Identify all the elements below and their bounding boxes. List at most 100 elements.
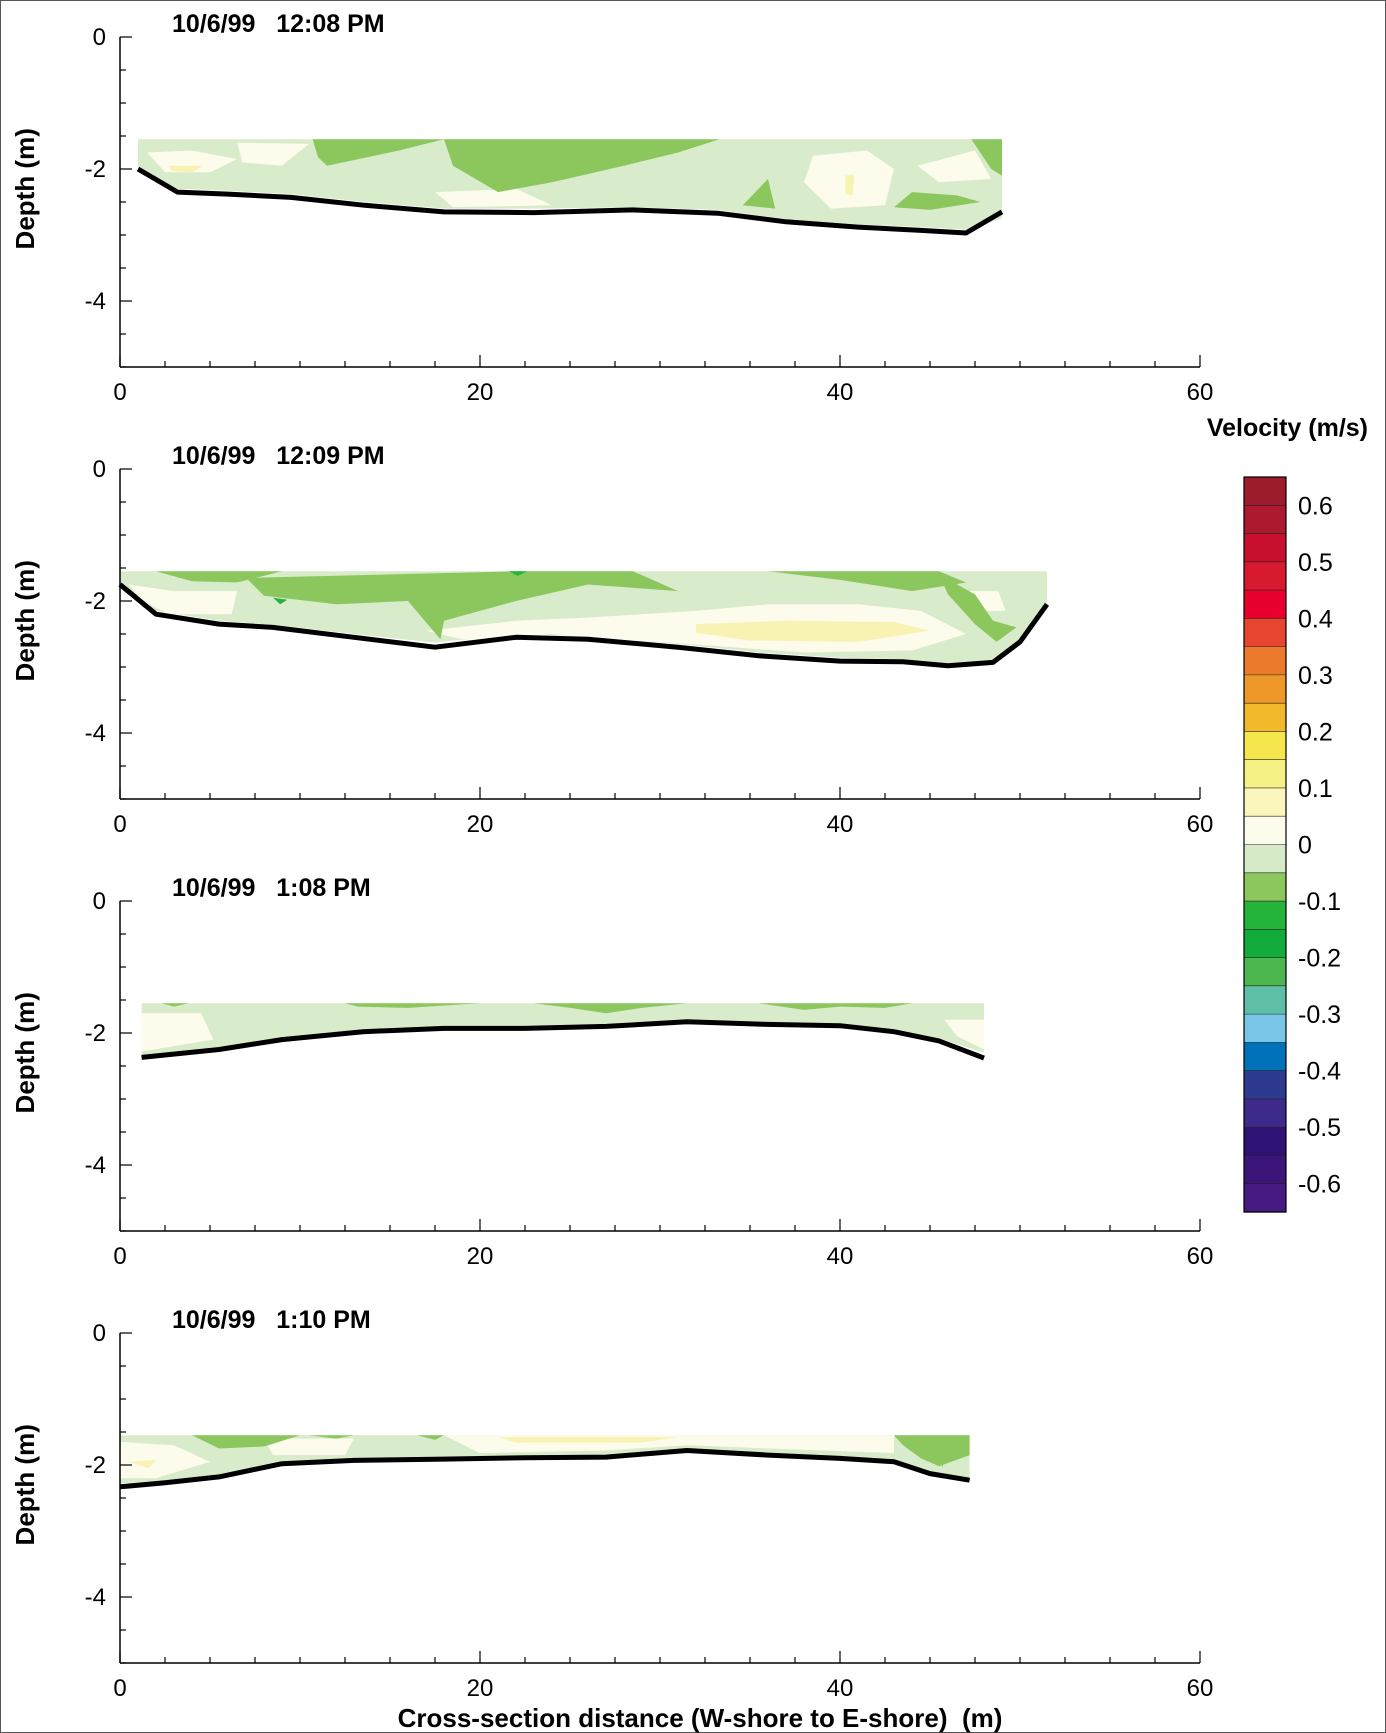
contour-patch (417, 1435, 444, 1440)
contour-patch (894, 1435, 970, 1467)
legend-color-band (1244, 1127, 1286, 1157)
contour-patch (939, 574, 1017, 642)
legend-label: -0.6 (1298, 1171, 1341, 1199)
contour-patch (141, 1003, 985, 1055)
contour-patch (498, 1437, 678, 1443)
panel-2: 0 20 40 60 0 -2 -4 10/6/99 12:09 PM Depth (m) (10, 442, 1213, 838)
legend-color-band (1244, 957, 1286, 987)
x-axis-title: Cross-section distance (W-shore to E-sho… (398, 1703, 1003, 1733)
contour-patch (120, 1441, 210, 1479)
x-tick-label: 40 (827, 811, 854, 838)
contour-patch (309, 1435, 354, 1439)
contour-patch (937, 1438, 947, 1469)
x-tick-label: 60 (1187, 379, 1214, 406)
contour-patch (129, 1459, 156, 1469)
y-tick-label: 0 (93, 456, 106, 483)
contour-patch (192, 1435, 300, 1449)
legend-color-band (1244, 561, 1286, 591)
contour-patch (156, 571, 282, 583)
x-tick-label: 20 (467, 379, 494, 406)
x-tick-label: 20 (467, 811, 494, 838)
y-tick-label: 0 (93, 1320, 106, 1347)
x-tick-label: 0 (113, 379, 126, 406)
contour-patch (696, 620, 930, 642)
contour-patch (759, 1003, 912, 1010)
legend-color-band (1244, 759, 1286, 789)
contour-fill (138, 139, 1002, 230)
contour-patch (894, 192, 981, 210)
y-tick-label: -2 (85, 1452, 106, 1479)
panel-title: 10/6/99 1:10 PM (172, 1306, 371, 1334)
legend-label: -0.3 (1298, 1001, 1341, 1029)
legend-color-band (1244, 872, 1286, 902)
x-tick-label: 20 (467, 1675, 494, 1702)
channel-bottom-line (119, 1448, 971, 1490)
channel-bottom-line (136, 166, 1004, 236)
legend-color-band (1244, 505, 1286, 535)
x-tick-label: 0 (113, 1243, 126, 1270)
legend-color-band (1244, 816, 1286, 846)
x-tick-label: 60 (1187, 1675, 1214, 1702)
legend-color-band (1244, 1155, 1286, 1185)
contour-patch (768, 571, 966, 592)
y-axis-title: Depth (m) (10, 560, 40, 681)
y-tick-label: -4 (85, 288, 106, 315)
y-tick-label: -2 (85, 588, 106, 615)
contour-fill (120, 1435, 970, 1484)
x-tick-label: 0 (113, 1675, 126, 1702)
legend-label: 0.3 (1298, 662, 1333, 690)
contour-patch (141, 1013, 214, 1052)
contour-patch (742, 178, 776, 209)
y-tick-label: -4 (85, 1152, 106, 1179)
legend-title: Velocity (m/s) (1207, 414, 1368, 442)
contour-patch (264, 1438, 354, 1456)
legend-label: -0.4 (1298, 1058, 1341, 1086)
legend-color-band (1244, 1042, 1286, 1072)
legend-color-band (1244, 985, 1286, 1015)
contour-patch (969, 591, 1006, 611)
contour-fill (120, 571, 1047, 664)
legend-label: 0.2 (1298, 718, 1333, 746)
channel-bottom-line (141, 1019, 985, 1061)
contour-patch (845, 174, 855, 196)
y-axis-title: Depth (m) (10, 128, 40, 249)
contour-patch (168, 165, 203, 173)
x-tick-label: 20 (467, 1243, 494, 1270)
contour-patch (480, 154, 624, 176)
y-tick-label: -4 (85, 1584, 106, 1611)
contour-patch (129, 584, 237, 615)
contour-patch (161, 1003, 189, 1007)
velocity-legend: Velocity (m/s) 0.6 0.5 0.4 0.3 0.2 0.1 0 -0.1 -0… (1207, 414, 1368, 1213)
contour-patch (312, 139, 444, 166)
x-tick-label: 60 (1187, 1243, 1214, 1270)
contour-patch (138, 139, 1002, 230)
y-tick-label: -4 (85, 720, 106, 747)
x-tick-label: 0 (113, 811, 126, 838)
contour-patch (917, 150, 992, 183)
contour-patch (237, 142, 309, 166)
legend-color-band (1244, 731, 1286, 761)
legend-color-band (1244, 1098, 1286, 1128)
legend-color-band (1244, 533, 1286, 563)
legend-label: 0.1 (1298, 775, 1333, 803)
legend-color-band (1244, 477, 1286, 506)
legend-color-band (1244, 844, 1286, 874)
legend-color-band (1244, 674, 1286, 704)
x-tick-label: 40 (827, 1243, 854, 1270)
y-axis-title: Depth (m) (10, 992, 40, 1113)
panel-title: 10/6/99 12:09 PM (172, 442, 385, 470)
panel-3: 0 20 40 60 0 -2 -4 10/6/99 1:08 PM Depth (m) (10, 874, 1213, 1270)
legend-label: 0.4 (1298, 605, 1333, 633)
contour-patch (345, 1003, 480, 1008)
contour-fill (141, 1003, 985, 1055)
legend-label: -0.1 (1298, 888, 1341, 916)
legend-color-band (1244, 618, 1286, 648)
legend-color-band (1244, 646, 1286, 676)
legend-color-band (1244, 703, 1286, 733)
contour-patch (971, 139, 1002, 176)
x-tick-label: 60 (1187, 811, 1214, 838)
panel-title: 10/6/99 12:08 PM (172, 10, 385, 38)
legend-color-band (1244, 1014, 1286, 1043)
y-axis-title: Depth (m) (10, 1424, 40, 1545)
